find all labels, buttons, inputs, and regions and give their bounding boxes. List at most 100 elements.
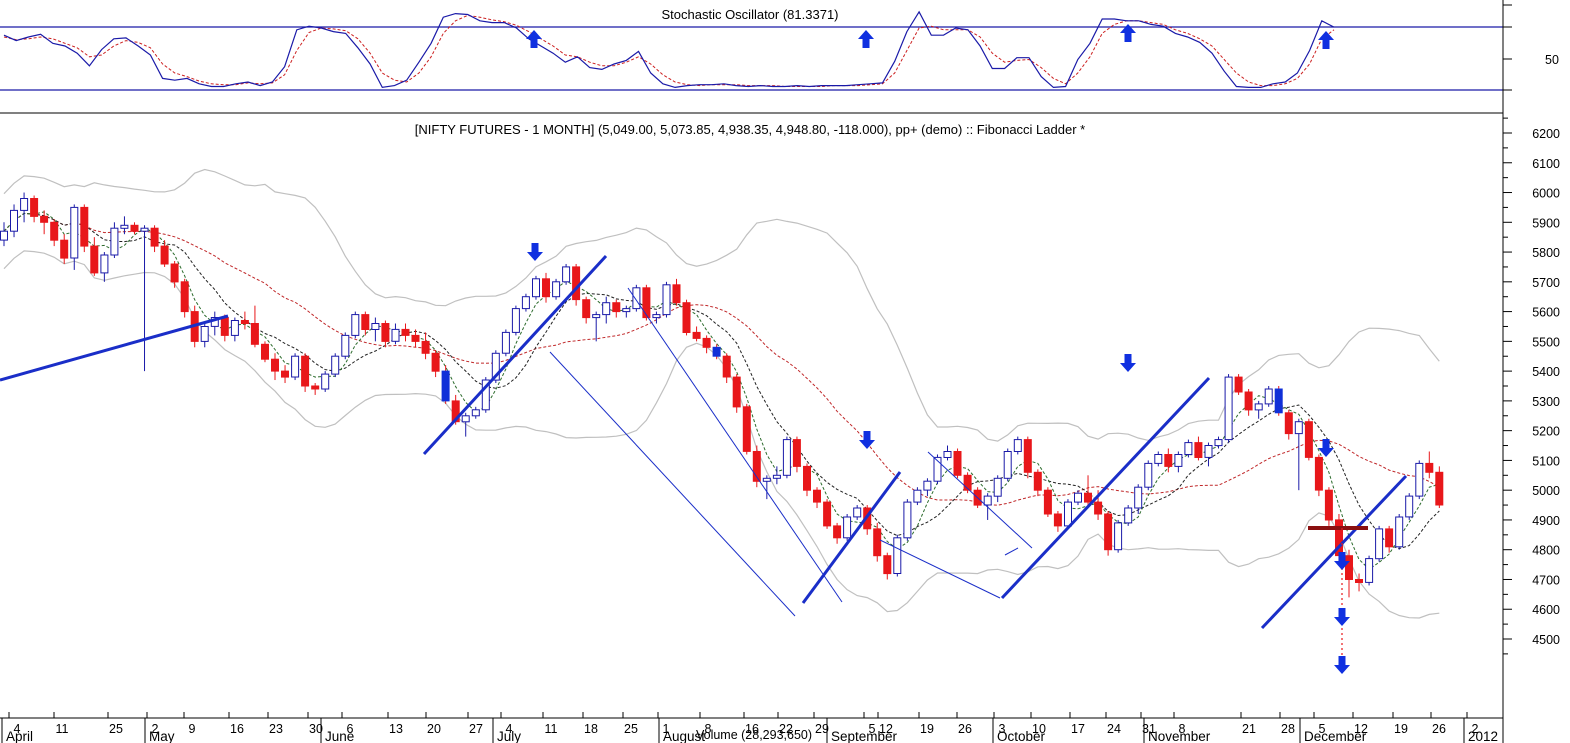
candle — [1154, 451, 1163, 467]
date-tick-label: 19 — [1394, 722, 1408, 736]
candle — [933, 454, 942, 485]
month-label: October — [997, 729, 1046, 743]
candle — [1314, 454, 1323, 497]
candle — [632, 284, 641, 312]
trendline-thin — [927, 451, 1033, 549]
month-label: May — [149, 729, 175, 743]
candle — [1264, 386, 1273, 407]
candle-body — [562, 266, 571, 283]
candle — [10, 204, 18, 238]
date-tick-label: 5 — [869, 722, 876, 736]
price-axis-ticks: 6200 6100 6000 5900 5800 5700 5600 5500 5400 5300… — [1503, 117, 1560, 655]
candle — [893, 534, 902, 577]
candle-body — [160, 245, 169, 265]
candle — [261, 341, 269, 363]
trendline-thin — [627, 287, 843, 603]
candle — [622, 305, 631, 318]
date-tick-label: 26 — [958, 722, 972, 736]
candle-body — [180, 281, 189, 313]
candle — [742, 403, 751, 455]
candle-body — [461, 415, 470, 423]
candle-body — [391, 328, 400, 342]
candle — [772, 466, 781, 485]
date-ticks: 4 11 25 2 9 16 23 30 6 13 20 27 4 11 18 25 1 8 16 22 29 5 12 19… — [1, 712, 1498, 743]
candle-body — [10, 209, 18, 232]
candle — [1254, 400, 1263, 419]
candle — [341, 332, 350, 360]
candle — [1013, 436, 1022, 455]
candle — [582, 296, 591, 324]
candle-body — [261, 343, 269, 360]
price-tick-label: 4700 — [1532, 573, 1560, 587]
date-tick-label: 9 — [189, 722, 196, 736]
candle-body — [381, 323, 390, 342]
date-tick-label: 18 — [584, 722, 598, 736]
right-axis: 50 6200 6100 6000 5900 5800 5700 5600 5500 5400 5… — [1502, 0, 1560, 743]
date-tick-label: 29 — [815, 722, 829, 736]
candle-body — [923, 480, 932, 491]
candle — [1104, 511, 1113, 556]
price-tick-label: 4800 — [1532, 544, 1560, 558]
candle — [1365, 555, 1374, 586]
date-tick-label: 4 — [14, 722, 21, 736]
candle-body — [150, 227, 159, 247]
date-tick-label: 13 — [389, 722, 403, 736]
candle — [672, 278, 681, 306]
candle — [953, 448, 962, 479]
price-tick-label: 5900 — [1532, 216, 1560, 230]
down-arrow-icon — [1318, 439, 1334, 457]
candle-body — [1264, 388, 1273, 405]
candle — [662, 281, 671, 318]
bollinger-lower-band — [3, 250, 1440, 619]
candle-body — [1345, 555, 1353, 581]
candle — [250, 305, 259, 348]
candle — [200, 323, 209, 348]
date-tick-label: 22 — [779, 722, 793, 736]
candle — [752, 445, 761, 488]
date-tick-label: 31 — [1142, 722, 1156, 736]
candle-body — [582, 299, 591, 319]
candle — [461, 412, 470, 437]
candle-body — [1405, 495, 1414, 518]
candle-body — [291, 355, 300, 378]
candle-body — [411, 334, 420, 342]
date-tick-label: 1 — [663, 722, 670, 736]
date-tick-label: 24 — [1107, 722, 1121, 736]
candle — [1003, 448, 1012, 482]
candle — [170, 260, 179, 288]
candle — [1435, 466, 1444, 509]
candle — [883, 552, 892, 580]
date-tick-label: 2 — [152, 722, 159, 736]
candle — [853, 505, 862, 520]
candle-body — [542, 278, 550, 298]
ma-slow-line — [3, 212, 1440, 506]
candle — [90, 237, 99, 276]
down-arrow-icon — [859, 431, 875, 449]
candle-body — [521, 296, 530, 310]
candle — [501, 329, 510, 357]
candle-body — [602, 302, 611, 316]
candle-body — [1184, 442, 1193, 456]
candle-body — [351, 314, 360, 336]
price-tick-label: 5500 — [1532, 335, 1560, 349]
candle — [1043, 487, 1052, 517]
date-tick-label: 25 — [109, 722, 123, 736]
price-tick-label: 6200 — [1532, 127, 1560, 141]
candle-body — [662, 284, 671, 316]
candle — [712, 344, 721, 360]
candle-body — [1023, 439, 1032, 473]
candle — [542, 272, 550, 303]
candle-body — [281, 370, 289, 378]
candle — [421, 332, 430, 360]
candle-body — [361, 314, 370, 331]
candle — [1023, 436, 1032, 479]
candle — [140, 225, 149, 372]
candle-body — [250, 323, 259, 345]
date-tick-label: 12 — [1354, 722, 1368, 736]
price-tick-label: 5600 — [1532, 306, 1560, 320]
candle — [702, 335, 711, 354]
price-tick-label: 4500 — [1532, 633, 1560, 647]
candle-body — [983, 495, 992, 506]
candle — [1294, 418, 1303, 491]
candle-body — [642, 287, 651, 319]
